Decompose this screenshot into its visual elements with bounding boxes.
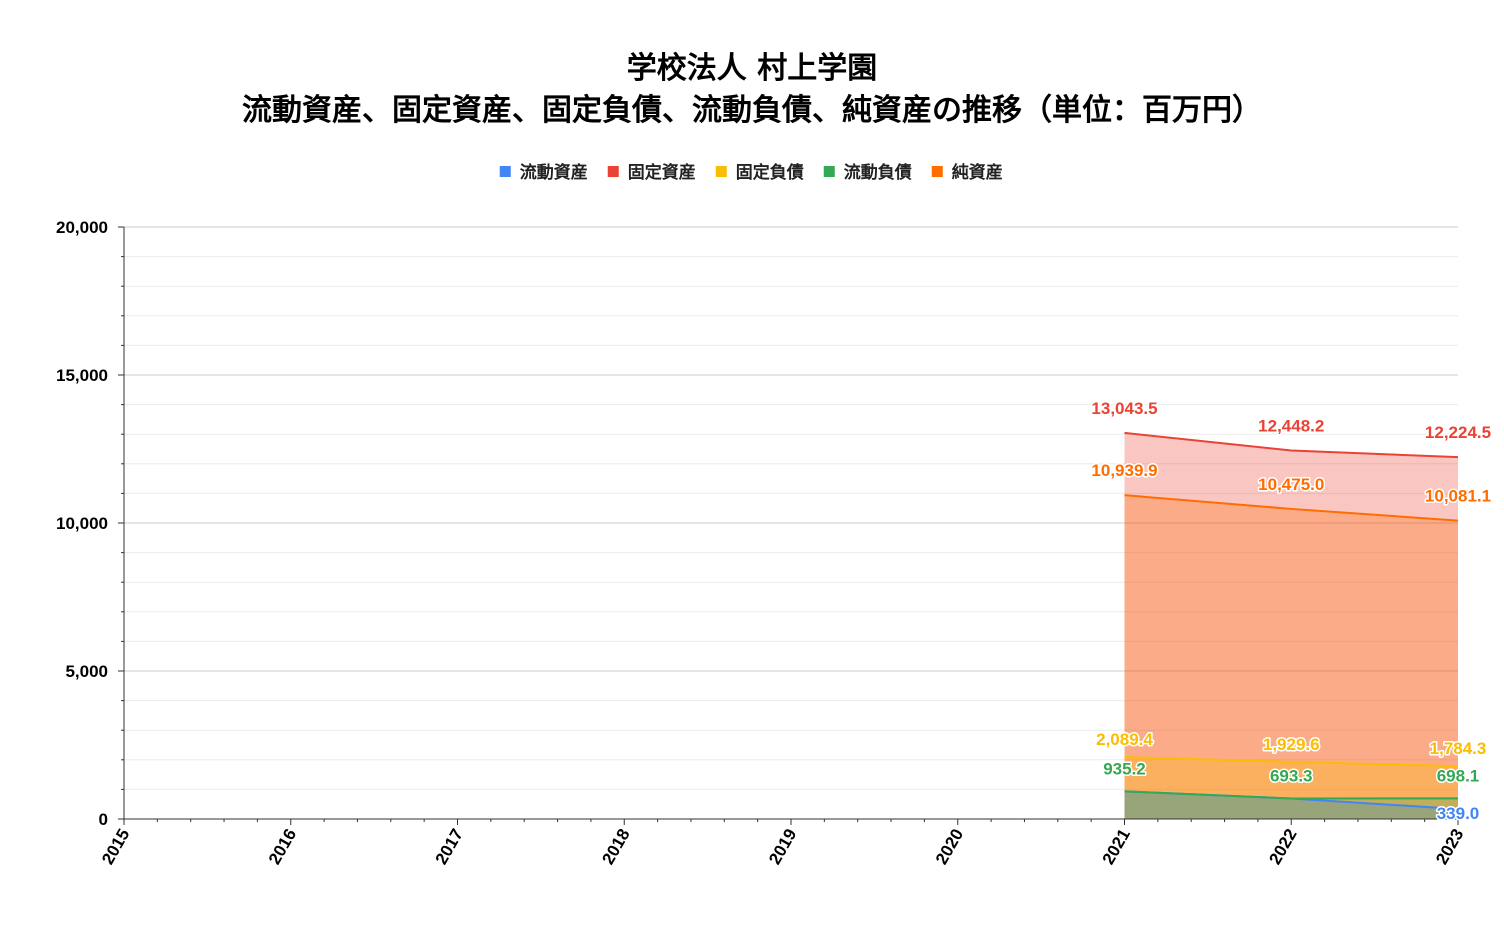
line-series-4 bbox=[1124, 790, 1459, 800]
legend-label-3: 固定負債 bbox=[736, 162, 804, 183]
area-series-1 bbox=[1124, 791, 1458, 819]
x-tick-label-2023: 2023 bbox=[1432, 826, 1467, 868]
x-tick-label-2021: 2021 bbox=[1099, 826, 1134, 868]
data-label-series3-2022: 1,929.6 bbox=[1263, 735, 1320, 754]
data-label-series4-2021: 935.2 bbox=[1103, 759, 1146, 778]
data-label-series4-2023: 698.1 bbox=[1437, 766, 1480, 785]
y-tick-label-3: 15,000 bbox=[56, 366, 108, 385]
y-tick-label-0: 0 bbox=[99, 810, 108, 829]
legend-swatch-4 bbox=[823, 166, 835, 177]
y-tick-label-2: 10,000 bbox=[56, 514, 108, 533]
area-series-4 bbox=[1124, 791, 1458, 819]
x-tick-label-2015: 2015 bbox=[98, 826, 133, 868]
area-series-2 bbox=[1124, 432, 1458, 819]
chart-title-line2: 流動資産、固定資産、固定負債、流動負債、純資産の推移（単位：百万円） bbox=[242, 93, 1262, 128]
legend-swatch-5 bbox=[931, 166, 943, 177]
line-series-2 bbox=[1124, 431, 1459, 459]
y-tick-label-4: 20,000 bbox=[56, 218, 108, 237]
x-tick-label-2018: 2018 bbox=[598, 826, 633, 868]
data-label-series2-2023: 12,224.5 bbox=[1425, 423, 1491, 442]
data-label-series5-2023: 10,081.1 bbox=[1425, 487, 1491, 506]
line-series-3 bbox=[1124, 756, 1459, 768]
legend-label-5: 純資産 bbox=[952, 162, 1003, 183]
chart-title-line1: 学校法人 村上学園 bbox=[627, 51, 877, 86]
legend: 流動資産 固定資産 固定負債 流動負債 純資産 bbox=[499, 162, 1003, 183]
data-label-series5-2022: 10,475.0 bbox=[1258, 475, 1324, 494]
data-labels: 339.0 13,043.5 12,448.2 12,224.5 2,089.4 1,92… bbox=[1090, 397, 1493, 824]
legend-swatch-2 bbox=[607, 166, 619, 177]
data-label-series3-2023: 1,784.3 bbox=[1430, 739, 1487, 758]
data-label-series5-2021: 10,939.9 bbox=[1091, 461, 1157, 480]
data-label-series2-2021: 13,043.5 bbox=[1091, 399, 1157, 418]
areas bbox=[1124, 432, 1458, 819]
data-label-series4-2022: 693.3 bbox=[1270, 766, 1313, 785]
x-tick-label-2017: 2017 bbox=[432, 826, 467, 868]
data-label-series1-2023: 339.0 bbox=[1437, 804, 1480, 823]
legend-label-1: 流動資産 bbox=[520, 162, 588, 183]
legend-label-2: 固定資産 bbox=[628, 162, 696, 183]
area-series-5 bbox=[1124, 495, 1458, 819]
x-tick-label-2016: 2016 bbox=[265, 826, 300, 868]
y-tick-label-1: 5,000 bbox=[65, 662, 108, 681]
legend-swatch-1 bbox=[499, 166, 511, 177]
x-tick-label-2020: 2020 bbox=[932, 826, 967, 868]
data-label-series3-2021: 2,089.4 bbox=[1096, 730, 1153, 749]
grid bbox=[124, 226, 1458, 790]
legend-swatch-3 bbox=[715, 166, 727, 177]
legend-label-4: 流動負債 bbox=[844, 162, 912, 183]
line-series-5 bbox=[1124, 494, 1459, 522]
lines bbox=[1124, 431, 1459, 810]
data-label-series2-2022: 12,448.2 bbox=[1258, 417, 1324, 436]
x-tick-label-2022: 2022 bbox=[1265, 826, 1300, 868]
x-tick-label-2019: 2019 bbox=[765, 826, 800, 868]
